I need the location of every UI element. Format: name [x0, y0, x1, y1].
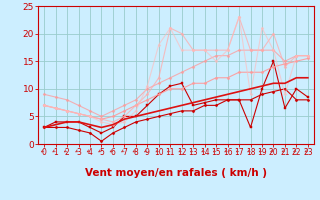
X-axis label: Vent moyen/en rafales ( km/h ): Vent moyen/en rafales ( km/h ) [85, 168, 267, 178]
